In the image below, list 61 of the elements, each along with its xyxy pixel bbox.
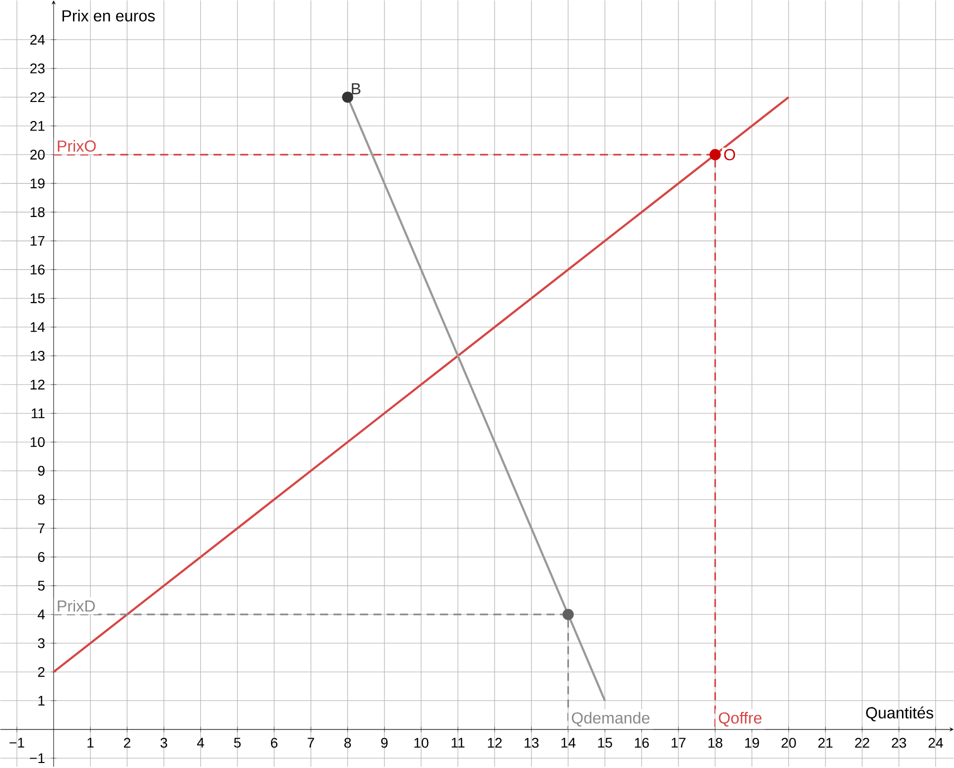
y-tick-label: −1 [30,753,44,763]
y-tick-label: 2 [38,666,44,677]
y-tick-label: 16 [30,264,45,274]
x-tick-label: 6 [270,738,278,748]
y-tick-label: 9 [38,466,45,476]
x-tick-label: 16 [634,738,649,748]
x-tick-label: 21 [818,738,832,748]
y-tick-label: 1 [38,696,44,706]
y-tick-label: 15 [30,293,45,304]
x-tick-label: 24 [928,738,944,748]
x-tick-label: 15 [598,738,612,748]
y-tick-label: 10 [30,436,45,447]
annotation: B [352,83,360,94]
x-tick-label: 22 [855,738,870,748]
y-tick-label: 20 [30,150,45,160]
x-tick-label: 3 [160,738,168,748]
x-tick-label: 12 [488,738,502,748]
point [562,608,574,620]
y-tick-label: 3 [38,638,45,648]
x-tick-label: 7 [308,738,314,748]
x-tick-label: 2 [124,738,130,748]
y-tick-label: 18 [30,207,45,217]
x-tick-label: 4 [197,738,204,748]
y-tick-label: 17 [30,236,44,246]
x-tick-label: 13 [524,738,539,748]
annotation: O [724,148,736,160]
x-axis-title: Quantités [866,706,934,722]
y-tick-label: 22 [30,92,44,102]
x-tick-label: 8 [344,738,351,748]
x-tick-label: −1 [10,738,24,748]
y-tick-label: 23 [30,63,45,74]
x-tick-label: 11 [452,738,464,748]
annotation: PrixD [58,600,95,612]
y-tick-label: 8 [38,494,45,504]
x-tick-label: 14 [561,738,576,748]
x-tick-label: 5 [234,738,241,748]
y-tick-label: 7 [38,523,44,533]
annotation: Qoffre [718,712,762,726]
x-tick-label: 1 [88,738,94,748]
y-tick-label: 24 [30,34,45,44]
y-tick-label: 14 [30,322,45,332]
y-tick-label: 19 [30,178,45,188]
x-tick-label: 19 [745,738,760,748]
y-tick-label: 12 [30,380,44,390]
annotation: PrixO [58,140,96,152]
y-tick-label: 13 [30,350,45,361]
x-tick-label: 17 [672,738,686,748]
y-tick-label: 5 [38,580,45,590]
x-tick-label: 9 [381,738,388,748]
y-tick-label: 4 [38,610,45,620]
x-tick-label: 23 [892,738,906,748]
point [342,91,354,103]
y-tick-label: 11 [32,408,44,418]
y-tick-label: 21 [30,120,44,131]
x-tick-label: 20 [782,738,796,748]
y-tick-label: 6 [38,552,45,562]
x-tick-label: 10 [414,738,428,748]
annotation: Qdemande [572,712,650,726]
point [710,148,721,160]
y-axis-title: Prix en euros [62,10,155,22]
x-tick-label: 18 [708,738,722,748]
